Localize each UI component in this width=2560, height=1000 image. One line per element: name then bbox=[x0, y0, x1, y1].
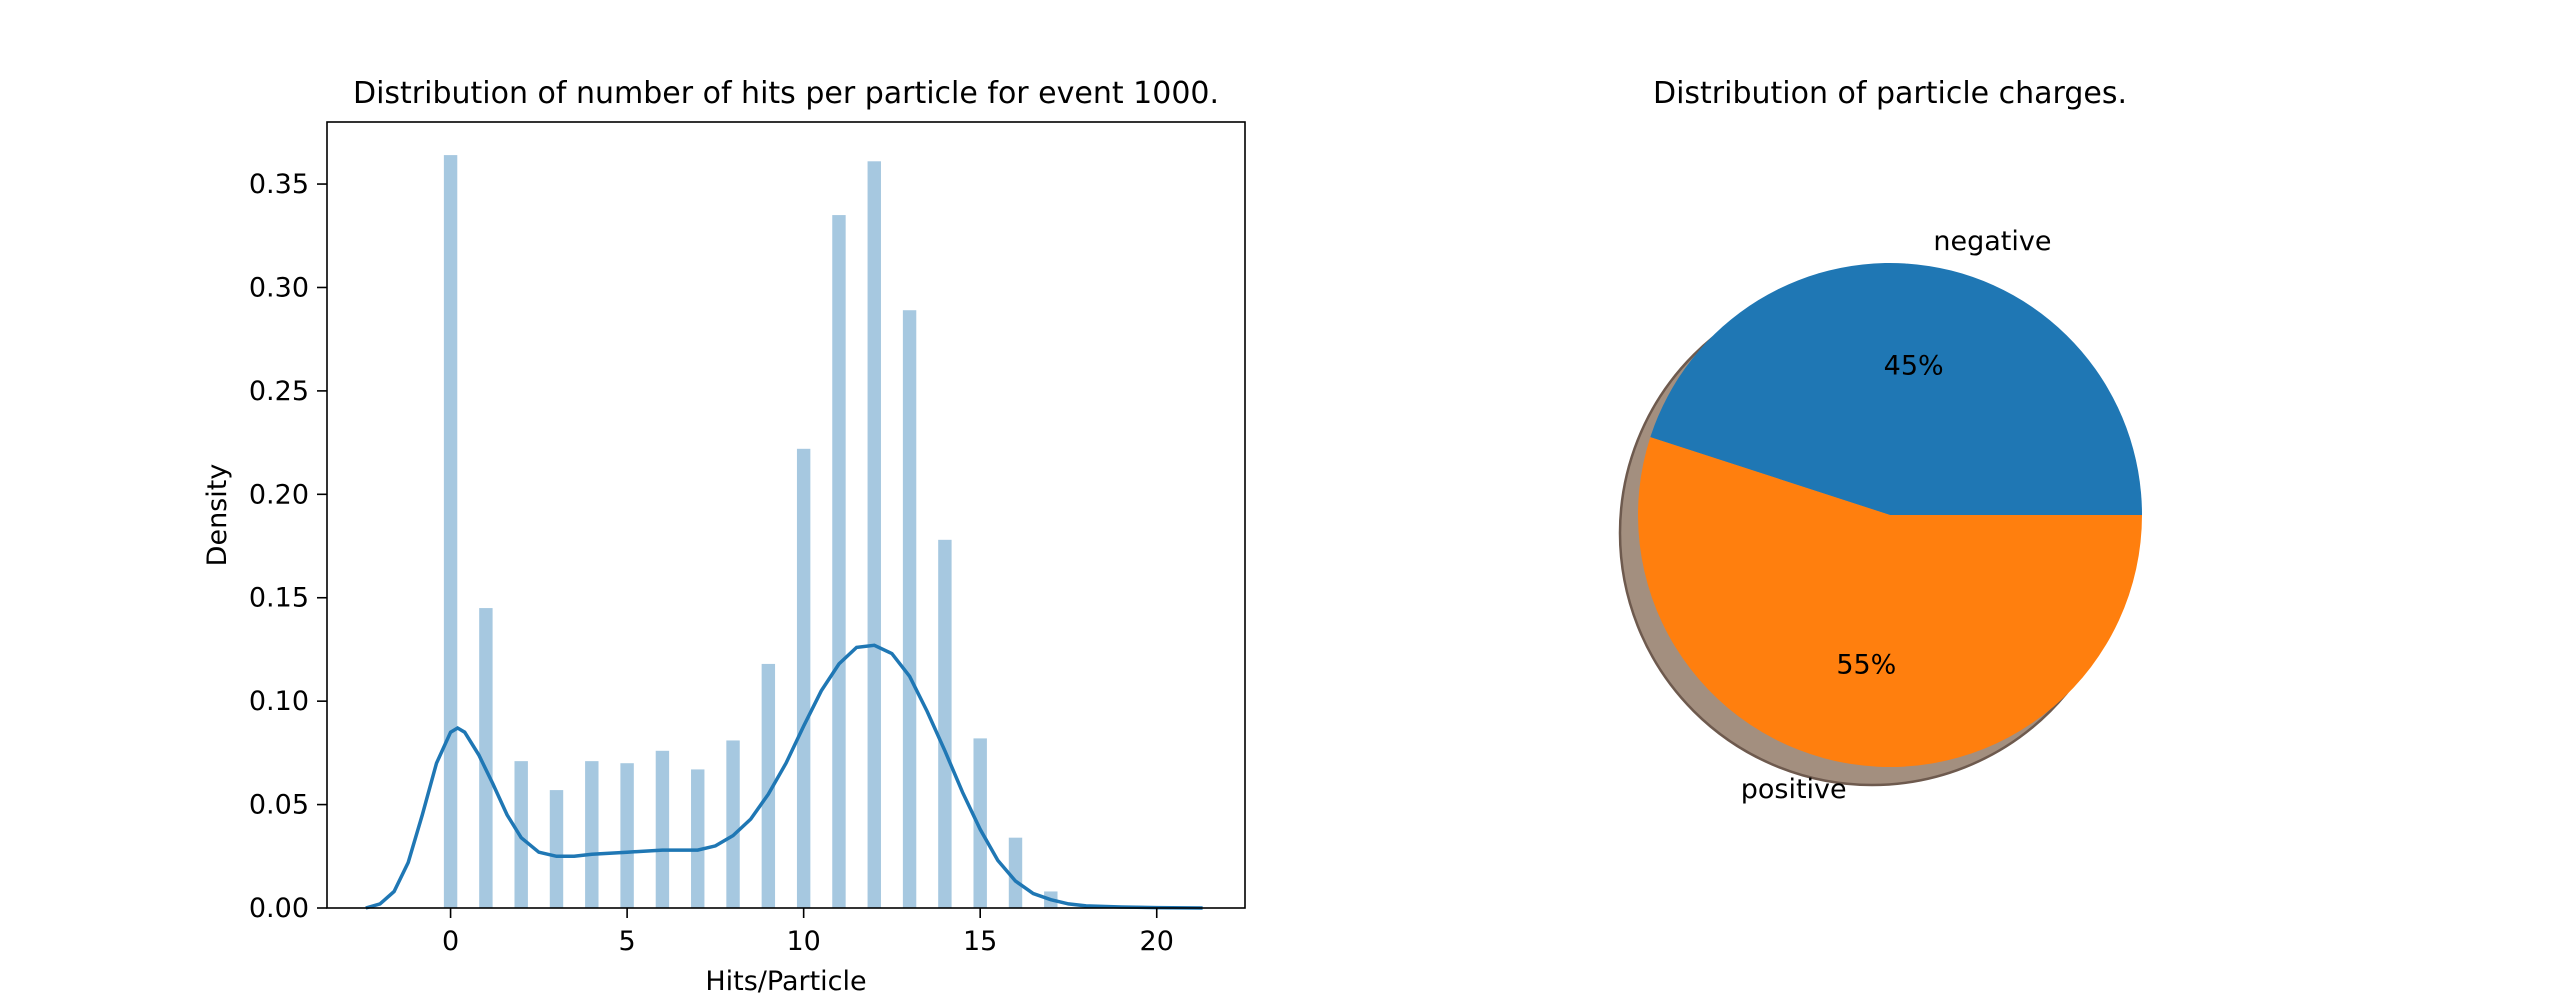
pie-percent-negative: 45% bbox=[1884, 351, 1944, 382]
histogram-bar bbox=[902, 310, 917, 908]
pie-title: Distribution of particle charges. bbox=[1653, 76, 2127, 111]
histogram-y-label: Density bbox=[202, 464, 233, 567]
y-tick-label: 0.05 bbox=[249, 790, 309, 821]
histogram-bar bbox=[867, 161, 881, 909]
y-tick-label: 0.20 bbox=[249, 479, 309, 510]
pie-slice-negative bbox=[1650, 262, 2142, 515]
histogram-title: Distribution of number of hits per parti… bbox=[353, 76, 1219, 111]
pie-slices bbox=[1638, 262, 2142, 767]
histogram-bar bbox=[479, 608, 493, 908]
pie-label-positive: positive bbox=[1741, 774, 1847, 805]
histogram-axes-frame bbox=[326, 121, 1246, 909]
histogram-bar bbox=[585, 761, 599, 908]
x-tick-label: 15 bbox=[963, 926, 997, 957]
x-tick-label: 5 bbox=[619, 926, 636, 957]
y-tick-label: 0.15 bbox=[249, 583, 309, 614]
y-tick-label: 0.00 bbox=[249, 893, 309, 924]
histogram-y-ticks: 0.00 0.05 0.10 0.15 0.20 0.25 0.30 0.35 bbox=[249, 169, 327, 924]
histogram-bar bbox=[691, 769, 705, 908]
y-tick-label: 0.10 bbox=[249, 686, 309, 717]
histogram-bar bbox=[443, 155, 458, 909]
histogram-x-label: Hits/Particle bbox=[705, 966, 866, 997]
histogram-bar bbox=[655, 750, 670, 908]
histogram-x-ticks: 0 5 10 15 20 bbox=[442, 908, 1174, 957]
pie-label-negative: negative bbox=[1933, 226, 2051, 257]
x-tick-label: 20 bbox=[1140, 926, 1174, 957]
histogram-bar bbox=[726, 740, 740, 908]
pie-slice-positive bbox=[1638, 437, 2142, 767]
kde-curve bbox=[365, 643, 1203, 910]
histogram-bar bbox=[549, 790, 564, 908]
x-tick-label: 0 bbox=[442, 926, 459, 957]
histogram-bar bbox=[620, 763, 634, 908]
y-tick-label: 0.30 bbox=[249, 272, 309, 303]
histogram-bar bbox=[832, 215, 846, 908]
histogram-bars bbox=[443, 155, 1058, 909]
histogram-bar bbox=[938, 539, 952, 908]
histogram-bar bbox=[1008, 837, 1023, 908]
histogram-bar bbox=[973, 738, 987, 908]
y-tick-label: 0.35 bbox=[249, 169, 309, 200]
x-tick-label: 10 bbox=[786, 926, 820, 957]
y-tick-label: 0.25 bbox=[249, 376, 309, 407]
pie-labels: negative 45% positive 55% bbox=[1741, 226, 2052, 805]
histogram-chart: Distribution of number of hits per parti… bbox=[202, 76, 1246, 997]
histogram-bar bbox=[761, 663, 776, 908]
pie-chart: Distribution of particle charges. negati… bbox=[1618, 76, 2142, 805]
histogram-bar bbox=[796, 448, 811, 908]
pie-percent-positive: 55% bbox=[1836, 649, 1896, 680]
